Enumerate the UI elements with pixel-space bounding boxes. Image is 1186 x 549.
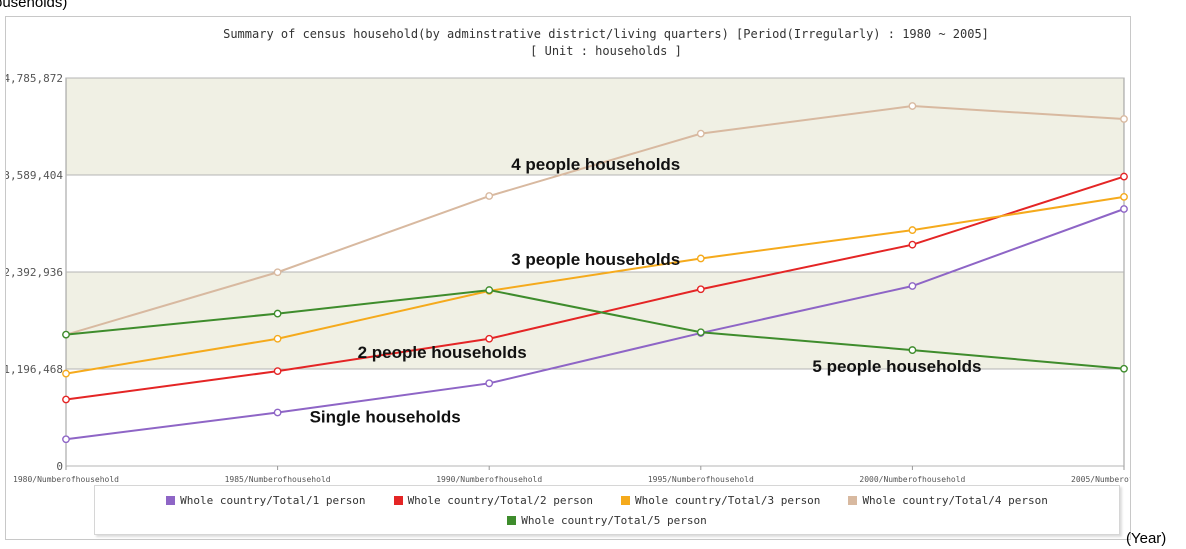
x-tick-label: 2005/Numberofhousehold: [1071, 475, 1130, 484]
data-point: [908, 346, 917, 354]
series-group: [62, 172, 1128, 404]
series-line: [65, 105, 1125, 336]
plot-background: [66, 78, 1124, 466]
y-tick-label: 0: [56, 460, 63, 473]
x-tick-label: 1985/Numberofhousehold: [225, 475, 331, 484]
y-tick-label: 2,392,936: [6, 266, 63, 279]
x-tick-label: 1990/Numberofhousehold: [436, 475, 542, 484]
legend-item: Whole country/Total/3 person: [621, 494, 820, 507]
data-point: [485, 192, 494, 200]
data-point: [908, 282, 917, 290]
legend-item: Whole country/Total/5 person: [507, 514, 707, 527]
chart-annotation: Single households: [310, 407, 461, 426]
legend-swatch: [393, 496, 403, 505]
series-group: [62, 286, 1128, 373]
data-point: [62, 369, 70, 378]
cropped-top-label: ouseholds): [0, 0, 68, 11]
legend-row: Whole country/Total/1 person Whole countr…: [95, 494, 1119, 507]
x-tick-label: 2000/Numberofhousehold: [859, 475, 965, 484]
data-point: [485, 286, 494, 294]
legend-label: Whole country/Total/5 person: [521, 514, 707, 527]
data-point: [485, 334, 494, 343]
axes: 4,785,872 3,589,404 2,392,936 1,196,468 0 198…: [6, 72, 1130, 484]
legend-label: Whole country/Total/3 person: [635, 494, 821, 507]
series-line: [65, 208, 1125, 441]
chart-annotation: 4 people households: [511, 155, 680, 174]
legend-swatch: [621, 496, 630, 505]
data-point: [273, 408, 282, 417]
data-point: [1120, 172, 1128, 181]
data-point: [908, 226, 917, 234]
data-point: [485, 379, 494, 388]
data-point: [908, 102, 917, 110]
x-unit-label: (Year): [1126, 530, 1167, 547]
series-line: [65, 289, 1125, 370]
series-line: [65, 195, 1125, 375]
data-point: [1120, 205, 1128, 213]
series-line: [65, 175, 1125, 401]
series-layer: [62, 102, 1128, 444]
chart-title: Summary of census household(by adminstra…: [223, 27, 989, 41]
x-tick-label: 1995/Numberofhousehold: [648, 475, 754, 484]
data-point: [1120, 192, 1128, 201]
annotation-layer: 4 people households 3 people households 2 …: [310, 155, 982, 426]
data-point: [908, 240, 917, 249]
legend-label: Whole country/Total/1 person: [180, 494, 366, 507]
chart-annotation: 2 people households: [358, 343, 527, 362]
legend-label: Whole country/Total/4 person: [862, 494, 1048, 507]
plot-band: [66, 175, 1124, 272]
data-point: [273, 334, 282, 343]
data-point: [1120, 364, 1128, 373]
series-group: [62, 192, 1128, 378]
plot-band: [66, 78, 1124, 175]
y-tick-label: 1,196,468: [6, 363, 63, 376]
data-point: [62, 435, 70, 444]
data-point: [1120, 115, 1128, 123]
data-point: [62, 330, 70, 339]
legend-row: Whole country/Total/5 person: [95, 514, 1119, 527]
legend-swatch: [166, 496, 176, 505]
plot-band: [66, 369, 1124, 466]
data-point: [696, 129, 705, 138]
legend-item: Whole country/Total/4 person: [848, 494, 1048, 507]
chart-annotation: 3 people households: [511, 250, 680, 269]
line-chart: Summary of census household(by adminstra…: [6, 27, 1130, 484]
data-point: [696, 254, 705, 263]
legend-label: Whole country/Total/2 person: [407, 494, 593, 507]
data-point: [696, 285, 705, 294]
legend-item: Whole country/Total/1 person: [166, 494, 366, 507]
y-tick-label: 4,785,872: [6, 72, 63, 85]
legend-swatch: [848, 496, 858, 505]
chart-container: Summary of census household(by adminstra…: [5, 16, 1131, 540]
legend-swatch: [507, 516, 517, 525]
chart-subtitle: [ Unit : households ]: [530, 44, 682, 58]
chart-annotation: 5 people households: [812, 357, 981, 376]
data-point: [696, 328, 705, 337]
legend-item: Whole country/Total/2 person: [393, 494, 593, 507]
data-point: [62, 395, 70, 404]
data-point: [273, 268, 282, 277]
y-tick-label: 3,589,404: [6, 169, 63, 182]
x-tick-label: 1980/Numberofhousehold: [13, 475, 119, 484]
data-point: [273, 309, 282, 318]
data-point: [273, 367, 282, 376]
chart-legend: Whole country/Total/1 person Whole countr…: [94, 485, 1120, 535]
